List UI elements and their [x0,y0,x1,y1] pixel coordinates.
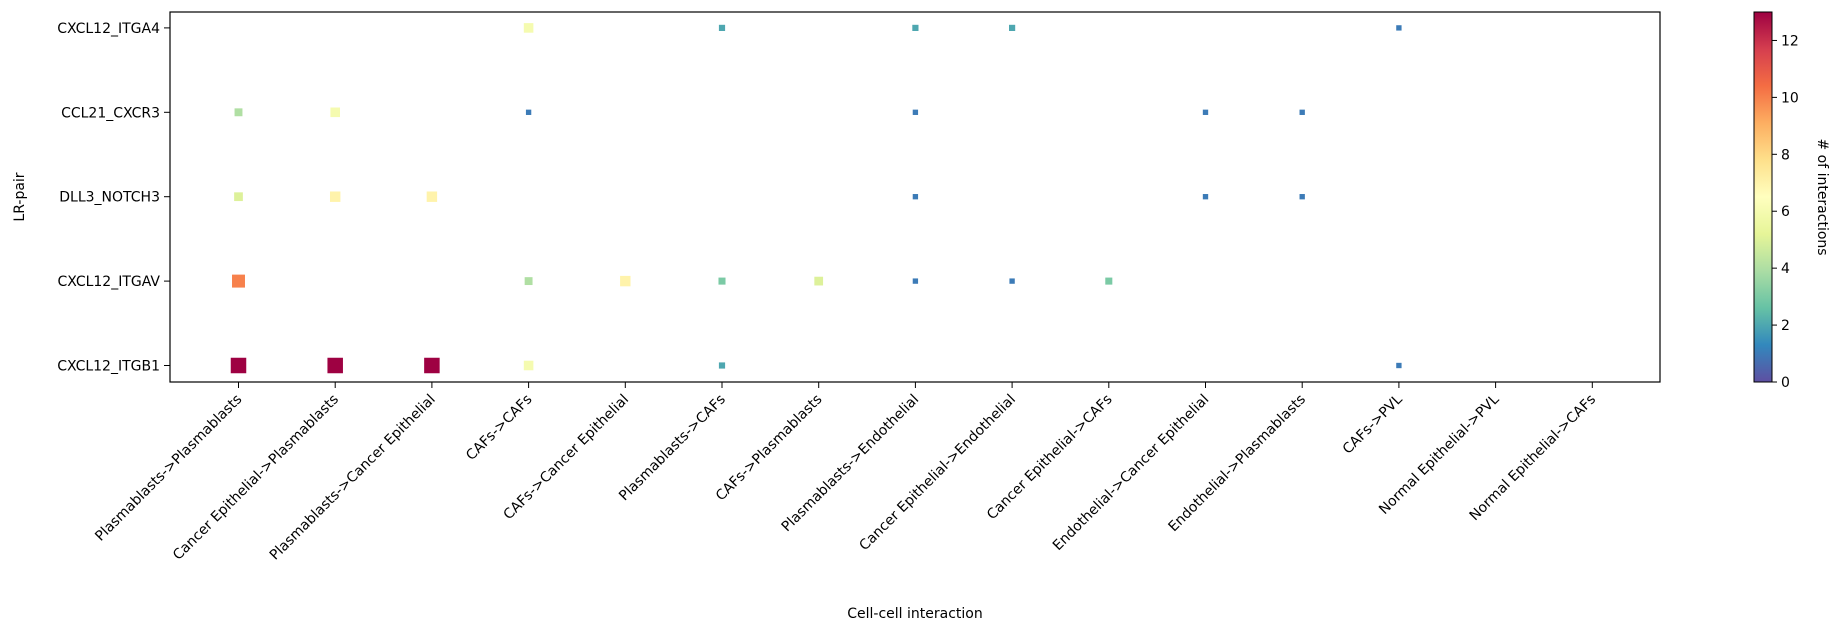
x-tick-label: CAFs->Plasmablasts [713,392,826,505]
dot [327,357,343,374]
dot [912,194,919,200]
dot [1009,278,1015,284]
colorbar-tick-label: 0 [1781,375,1790,391]
dot [1299,194,1305,200]
dot [330,107,340,118]
x-tick-label: Plasmablasts->Cancer Epithelial [267,392,439,564]
dot [230,357,247,374]
dot [718,362,726,369]
dot [1396,25,1402,31]
dot [426,191,438,202]
colorbar-tick-label: 12 [1781,33,1799,49]
y-tick-label: DLL3_NOTCH3 [59,190,160,206]
dot [523,23,534,33]
colorbar-label: # of interactions [1814,138,1830,255]
colorbar-tick-label: 6 [1781,204,1790,220]
dot [523,360,534,371]
dot [329,191,341,202]
colorbar-tick-label: 8 [1781,147,1790,163]
colorbar-tick-label: 2 [1781,318,1790,334]
y-tick-label: CXCL12_ITGA4 [57,21,160,37]
dot [1105,277,1113,285]
dot [1009,24,1016,31]
x-tick-label: Cancer Epithelial->Endothelial [856,392,1018,554]
colorbar-tick-label: 4 [1781,261,1790,277]
y-tick-label: CXCL12_ITGAV [57,274,160,290]
x-tick-label: CAFs->PVL [1340,391,1406,457]
dot [234,108,243,117]
x-axis-label: Cell-cell interaction [847,606,982,622]
dot [525,109,532,115]
dot [912,278,919,284]
dot [912,24,919,31]
colorbar [1753,11,1773,383]
dot [620,275,631,287]
x-tick-label: CAFs->CAFs [463,392,535,464]
dot [424,357,440,374]
dot [1396,362,1402,369]
dot [814,276,824,286]
dot [524,277,533,286]
x-tick-label: Endothelial->Cancer Epithelial [1050,392,1212,554]
dot [718,24,726,31]
y-axis-label: LR-pair [12,172,28,221]
dot [234,192,243,202]
colorbar-tick-label: 10 [1781,90,1799,106]
dot [718,277,726,285]
dot [912,109,919,115]
x-tick-label: Cancer Epithelial->Plasmablasts [170,392,342,564]
y-tick-label: CCL21_CXCR3 [61,105,160,121]
dot [1202,194,1209,200]
y-tick-label: CXCL12_ITGB1 [57,359,160,375]
dot [232,274,245,288]
dot [1299,109,1305,115]
dot [1202,109,1209,115]
x-tick-label: Plasmablasts->CAFs [616,392,729,505]
